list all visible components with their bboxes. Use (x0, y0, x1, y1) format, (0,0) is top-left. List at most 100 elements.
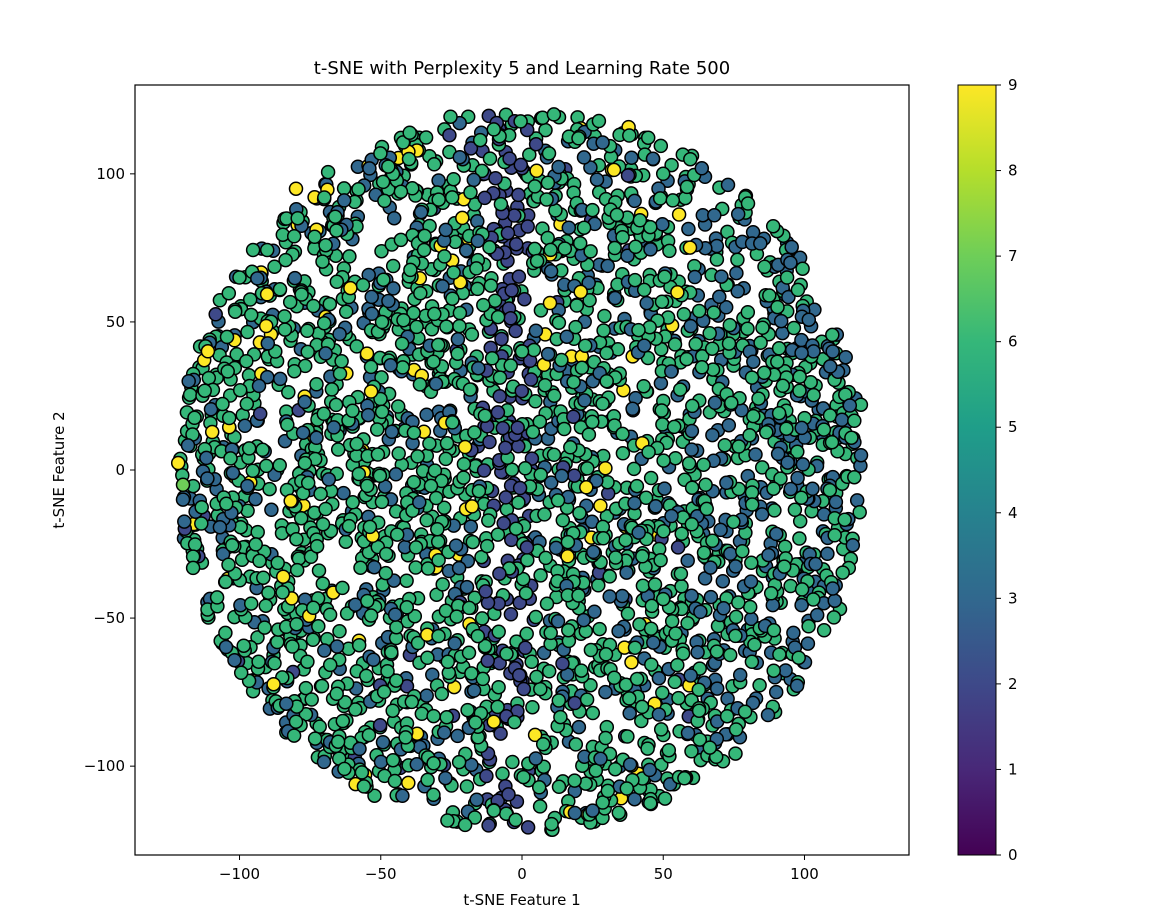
data-point (240, 324, 255, 340)
data-point (656, 453, 671, 468)
data-point (790, 282, 806, 298)
data-point (374, 314, 390, 330)
data-point (653, 722, 669, 737)
data-point (702, 325, 717, 341)
data-point (434, 686, 450, 702)
data-point (250, 630, 265, 645)
data-point (369, 422, 385, 437)
data-point (444, 190, 460, 205)
data-point (474, 611, 490, 626)
data-point (620, 168, 636, 183)
data-point (581, 427, 597, 442)
data-point (763, 586, 779, 601)
data-point (299, 323, 315, 339)
data-point (645, 151, 661, 167)
data-point (452, 318, 467, 334)
data-point (827, 528, 842, 543)
x-tick-label: 0 (517, 865, 527, 883)
data-point (427, 306, 442, 322)
data-point (556, 421, 572, 437)
data-point (615, 229, 630, 245)
data-point (413, 204, 429, 220)
data-point (664, 157, 679, 173)
data-point (180, 438, 196, 453)
data-point (553, 709, 568, 725)
data-point (329, 274, 345, 290)
data-point (707, 208, 722, 223)
data-point (779, 421, 794, 436)
data-point (507, 714, 522, 730)
data-point (527, 241, 542, 257)
data-point (463, 519, 479, 534)
data-point (753, 236, 768, 251)
data-point (546, 107, 562, 122)
data-point (683, 668, 698, 683)
data-point (585, 803, 600, 818)
data-point (682, 240, 698, 255)
data-point (479, 768, 494, 784)
data-point (486, 122, 502, 137)
data-point (596, 531, 611, 546)
data-point (467, 425, 482, 440)
data-point (450, 332, 466, 347)
data-point (652, 191, 668, 206)
data-point (309, 377, 324, 392)
data-point (316, 315, 332, 331)
data-point (703, 589, 719, 605)
data-point (766, 623, 782, 638)
data-point (472, 132, 488, 148)
data-point (627, 193, 642, 209)
data-point (766, 663, 781, 678)
data-point (806, 387, 821, 403)
data-point (620, 606, 636, 622)
data-point (744, 555, 759, 571)
data-point (583, 160, 598, 175)
data-point (430, 337, 446, 353)
data-point (718, 300, 734, 315)
data-point (779, 270, 795, 285)
data-point (606, 162, 622, 178)
data-point (427, 463, 443, 478)
y-tick-label: 50 (106, 313, 125, 331)
data-point (756, 365, 772, 381)
data-point (409, 757, 425, 772)
data-point (520, 219, 535, 234)
y-axis: −100 −50 0 50 100 (84, 165, 135, 775)
data-point (543, 242, 558, 258)
data-point (746, 408, 761, 424)
data-point (493, 726, 508, 741)
data-point (555, 656, 570, 671)
data-point (378, 546, 394, 562)
data-point (389, 619, 404, 635)
data-point (540, 230, 555, 246)
data-point (769, 526, 784, 542)
data-point (267, 656, 282, 671)
data-point (723, 546, 738, 562)
data-point (567, 468, 582, 483)
data-point (287, 363, 302, 379)
data-point (794, 597, 809, 613)
data-point (482, 151, 498, 166)
data-point (374, 370, 389, 385)
data-point (632, 213, 648, 228)
data-point (794, 582, 810, 597)
data-point (620, 729, 635, 744)
data-point (468, 715, 483, 730)
data-point (684, 588, 699, 603)
data-point (495, 420, 511, 436)
data-point (541, 146, 557, 161)
data-point (567, 695, 583, 711)
data-point (329, 686, 344, 702)
data-point (567, 773, 582, 788)
data-point (503, 311, 518, 326)
data-point (767, 503, 782, 518)
data-point (591, 113, 607, 129)
data-point (398, 730, 413, 745)
data-point (622, 757, 638, 772)
data-point (643, 470, 659, 486)
data-point (709, 644, 725, 659)
data-point (816, 623, 832, 638)
data-point (322, 607, 338, 622)
data-point (728, 746, 743, 761)
data-point (326, 420, 342, 435)
